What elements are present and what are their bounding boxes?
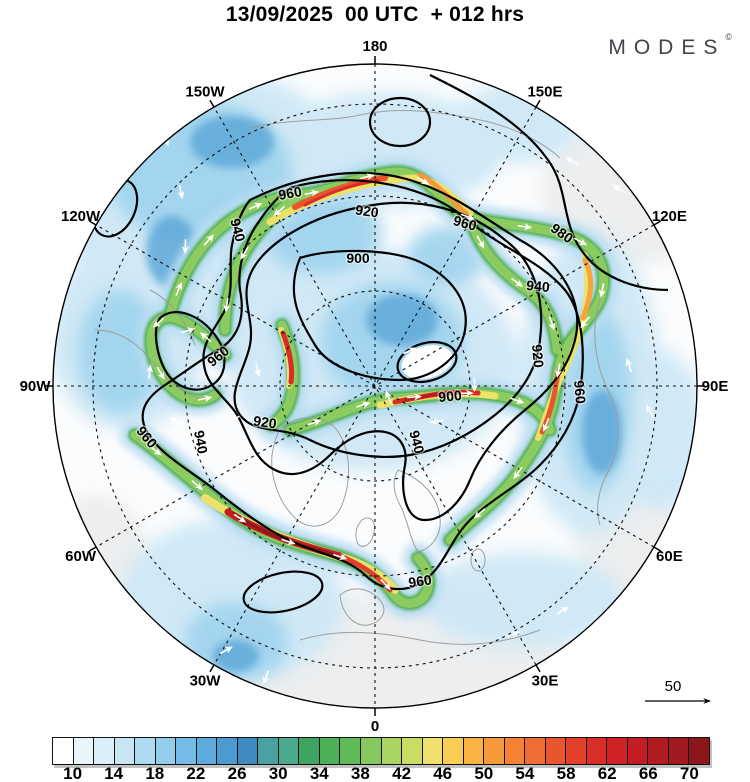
contour-label-900: 900: [346, 250, 370, 266]
lon-label-30W: 30W: [190, 672, 222, 689]
lon-label-30E: 30E: [532, 672, 559, 689]
contour-label-920: 920: [354, 201, 380, 220]
colorbar-tick-18: 18: [145, 764, 165, 782]
colorbar-cell: [463, 738, 485, 764]
contour-label-920: 920: [252, 412, 278, 431]
colorbar-cell: [566, 738, 587, 764]
contour-label-900: 900: [438, 387, 463, 405]
colorbar-tick-42: 42: [392, 764, 412, 782]
colorbar-cell: [668, 738, 690, 764]
lon-label-120E: 120E: [652, 208, 687, 225]
colorbar: [52, 737, 710, 765]
colorbar-cell: [217, 738, 238, 764]
colorbar-cell: [319, 738, 341, 764]
colorbar-cell: [422, 738, 444, 764]
lon-label-90E: 90E: [702, 378, 729, 395]
lon-label-60E: 60E: [656, 548, 683, 565]
chart-title: 13/09/2025 00 UTC + 012 hrs: [225, 3, 525, 26]
modes-logo: MODES©: [608, 32, 732, 60]
contour-label-940: 940: [526, 277, 551, 295]
colorbar-cell: [648, 738, 669, 764]
colorbar-cell: [402, 738, 423, 764]
wind-scale-value: 50: [665, 678, 682, 695]
colorbar-cell: [586, 738, 608, 764]
colorbar-cell: [381, 738, 403, 764]
colorbar-cell: [53, 738, 74, 764]
colorbar-cell: [258, 738, 279, 764]
height-contours: [91, 74, 669, 614]
colorbar-cell: [94, 738, 115, 764]
colorbar-tick-46: 46: [433, 764, 453, 782]
contour-label-960: 960: [277, 183, 303, 203]
colorbar-cell: [607, 738, 628, 764]
lon-label-150E: 150E: [527, 84, 562, 101]
lon-label-0: 0: [371, 718, 379, 735]
colorbar-cell: [196, 738, 218, 764]
colorbar-cell: [73, 738, 95, 764]
colorbar-tick-66: 66: [638, 764, 658, 782]
longitude-ticks: [45, 56, 705, 716]
lon-label-150W: 150W: [185, 84, 225, 101]
wind-scale-legend: 50: [645, 678, 711, 704]
lon-label-90W: 90W: [20, 378, 52, 395]
colorbar-cell: [443, 738, 464, 764]
graticule: [53, 64, 697, 708]
map-interior: [53, 64, 697, 708]
colorbar-cell: [176, 738, 197, 764]
colorbar-cell: [114, 738, 136, 764]
contour-label-960: 960: [407, 571, 433, 590]
colorbar-cell: [155, 738, 177, 764]
lon-label-60W: 60W: [65, 548, 97, 565]
colorbar-tick-26: 26: [227, 764, 247, 782]
contour-label-920: 920: [529, 344, 547, 369]
coastlines: [94, 110, 619, 645]
colorbar-cell: [340, 738, 361, 764]
colorbar-tick-38: 38: [350, 764, 370, 782]
colorbar-tick-70: 70: [679, 764, 699, 782]
colorbar-tick-34: 34: [309, 764, 329, 782]
contour-label-940: 940: [191, 429, 211, 455]
colorbar-tick-10: 10: [63, 764, 83, 782]
longitude-labels: 180 150E 120E 90E 60E 30E 0 30W 60W 90W 120W 150W: [20, 38, 729, 735]
colorbar-cell: [360, 738, 382, 764]
colorbar-tick-54: 54: [515, 764, 535, 782]
lon-label-180: 180: [362, 38, 387, 55]
colorbar-tick-62: 62: [597, 764, 617, 782]
colorbar-cell: [278, 738, 300, 764]
colorbar-cell: [484, 738, 505, 764]
colorbar-tick-14: 14: [104, 764, 124, 782]
lon-label-120W: 120W: [61, 208, 101, 225]
colorbar-tick-30: 30: [268, 764, 288, 782]
colorbar-cell: [689, 738, 709, 764]
colorbar-cell: [545, 738, 567, 764]
colorbar-tick-labels: 10 14 18 22 26 30 34 38 42 46 50 54 58 62 66 70: [52, 764, 710, 782]
colorbar-cell: [237, 738, 259, 764]
copyright-mark: ©: [725, 32, 732, 42]
contour-label-960: 960: [571, 380, 589, 405]
colorbar-cell: [299, 738, 320, 764]
colorbar-tick-22: 22: [186, 764, 206, 782]
colorbar-cell: [525, 738, 546, 764]
colorbar-tick-50: 50: [474, 764, 494, 782]
colorbar-tick-58: 58: [556, 764, 576, 782]
modes-logo-text: MODES: [608, 36, 726, 59]
colorbar-cell: [135, 738, 156, 764]
colorbar-cell: [504, 738, 526, 764]
colorbar-cell: [627, 738, 649, 764]
